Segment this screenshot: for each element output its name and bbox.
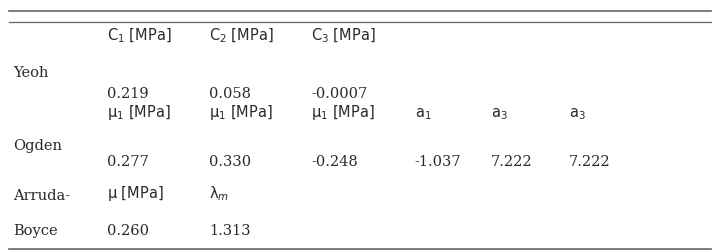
Text: $\mathrm{C}_{1}$ [MPa]: $\mathrm{C}_{1}$ [MPa] (107, 27, 171, 45)
Text: Yeoh: Yeoh (13, 66, 48, 80)
Text: $\mathrm{λ}_{m}$: $\mathrm{λ}_{m}$ (209, 184, 229, 203)
Text: Arruda-: Arruda- (13, 189, 70, 203)
Text: -0.248: -0.248 (311, 155, 358, 169)
Text: 7.222: 7.222 (491, 155, 533, 169)
Text: Boyce: Boyce (13, 224, 58, 238)
Text: $\mathrm{μ}_{1}$ [MPa]: $\mathrm{μ}_{1}$ [MPa] (311, 103, 374, 122)
Text: $\mathrm{μ}_{1}$ [MPa]: $\mathrm{μ}_{1}$ [MPa] (107, 103, 170, 122)
Text: $\mathrm{a}_{3}$: $\mathrm{a}_{3}$ (491, 107, 508, 122)
Text: -0.0007: -0.0007 (311, 87, 367, 101)
Text: 0.260: 0.260 (107, 224, 148, 238)
Text: -1.037: -1.037 (415, 155, 462, 169)
Text: 0.058: 0.058 (209, 87, 251, 101)
Text: 0.219: 0.219 (107, 87, 148, 101)
Text: 1.313: 1.313 (209, 224, 251, 238)
Text: 0.330: 0.330 (209, 155, 251, 169)
Text: $\mathrm{C}_{2}$ [MPa]: $\mathrm{C}_{2}$ [MPa] (209, 27, 274, 45)
Text: $\mathrm{C}_{3}$ [MPa]: $\mathrm{C}_{3}$ [MPa] (311, 27, 376, 45)
Text: Ogden: Ogden (13, 139, 62, 152)
Text: $\mathrm{μ}_{1}$ [MPa]: $\mathrm{μ}_{1}$ [MPa] (209, 103, 272, 122)
Text: $\mathrm{a}_{1}$: $\mathrm{a}_{1}$ (415, 107, 431, 122)
Text: 0.277: 0.277 (107, 155, 148, 169)
Text: $\mathrm{a}_{3}$: $\mathrm{a}_{3}$ (569, 107, 585, 122)
Text: 7.222: 7.222 (569, 155, 611, 169)
Text: $\mathrm{μ}$ [MPa]: $\mathrm{μ}$ [MPa] (107, 184, 163, 203)
